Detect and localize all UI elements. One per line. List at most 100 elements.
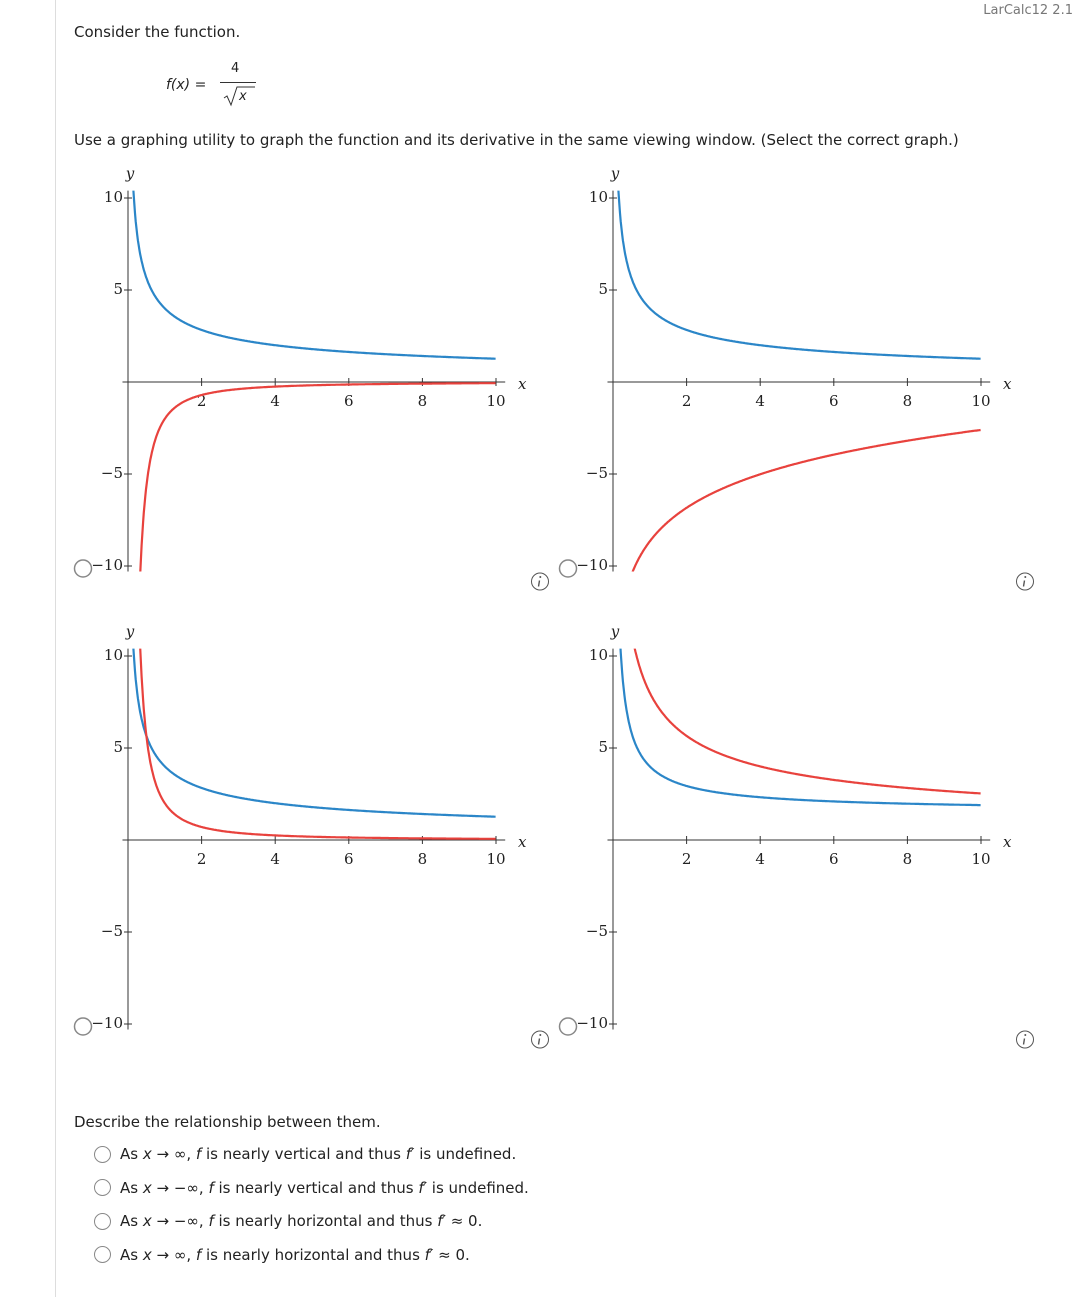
info-dot xyxy=(1024,1034,1027,1037)
info-icon[interactable] xyxy=(1016,572,1034,591)
x-axis-label: x xyxy=(518,375,527,393)
curve xyxy=(132,648,496,818)
curve xyxy=(619,648,981,807)
x-tick-label: 10 xyxy=(486,392,505,410)
option-text: is nearly horizontal and thus xyxy=(201,1245,425,1264)
x-axis-label: x xyxy=(1003,375,1012,393)
function-numerator: 4 xyxy=(231,61,240,76)
instruction: Use a graphing utility to graph the func… xyxy=(74,131,959,149)
option-text: As xyxy=(120,1245,143,1264)
option-radio[interactable] xyxy=(94,1212,111,1230)
info-stem xyxy=(1022,1038,1026,1045)
question: Describe the relationship between them. xyxy=(74,1113,381,1131)
info-icon[interactable] xyxy=(531,572,549,591)
option-text: x xyxy=(142,1212,152,1230)
y-tick-label: 10 xyxy=(589,188,608,206)
graph-radio[interactable] xyxy=(558,1017,578,1036)
graph-radio[interactable] xyxy=(558,559,578,578)
option-text: As xyxy=(120,1145,143,1163)
y-tick-label: 5 xyxy=(113,280,123,298)
y-tick-label: −5 xyxy=(586,464,608,482)
option-text: is nearly horizontal and thus xyxy=(213,1212,438,1230)
y-tick-label: −10 xyxy=(576,556,608,574)
radical-sign xyxy=(223,86,255,107)
option-radio[interactable] xyxy=(94,1246,111,1263)
option-text: As xyxy=(120,1212,143,1230)
y-tick-label: −10 xyxy=(576,1014,608,1032)
y-axis-label: y xyxy=(610,623,620,641)
y-tick-label: −10 xyxy=(91,556,123,574)
function-radicand: x xyxy=(239,89,247,104)
y-tick-label: 5 xyxy=(113,738,123,756)
x-tick-label: 2 xyxy=(197,850,207,868)
graph: x y 2 4 6 8 10 −10 −5 5 10 xyxy=(558,623,1034,1049)
x-tick-label: 4 xyxy=(270,850,280,868)
option-text: As xyxy=(120,1178,143,1197)
course-tag: LarCalc12 2.1 xyxy=(983,3,1073,18)
x-tick-label: 2 xyxy=(682,392,692,410)
graph-radio[interactable] xyxy=(73,1017,93,1036)
x-tick-label: 4 xyxy=(270,392,280,410)
option-text: f xyxy=(208,1212,214,1230)
option-text: f′ xyxy=(437,1212,446,1230)
info-stem xyxy=(537,580,541,587)
curve xyxy=(139,382,496,572)
option-text: f xyxy=(195,1245,202,1264)
curve xyxy=(139,648,496,840)
y-tick-label: −5 xyxy=(101,922,123,940)
graph: x y 2 4 6 8 10 −10 −5 5 10 xyxy=(73,623,549,1049)
graph-radio[interactable] xyxy=(73,559,93,578)
y-tick-label: 5 xyxy=(598,280,608,298)
info-icon[interactable] xyxy=(1016,1030,1034,1049)
x-tick-label: 8 xyxy=(903,850,913,868)
x-tick-label: 2 xyxy=(682,850,692,868)
x-tick-label: 8 xyxy=(418,392,428,410)
option[interactable]: As x → −∞, f is nearly horizontal and th… xyxy=(94,1210,482,1232)
option-radio[interactable] xyxy=(94,1145,111,1163)
x-tick-label: 6 xyxy=(829,850,839,868)
fraction-bar xyxy=(220,82,256,83)
x-tick-label: 10 xyxy=(971,392,990,410)
option-text: ≈ 0. xyxy=(445,1212,483,1230)
option-text: f xyxy=(208,1178,214,1197)
graph: x y 2 4 6 8 10 −10 −5 5 10 xyxy=(73,165,549,591)
option-text: f′ xyxy=(418,1178,428,1197)
y-axis-label: y xyxy=(125,165,135,183)
info-stem xyxy=(1022,580,1026,587)
option-text: → ∞, xyxy=(151,1145,196,1163)
option[interactable]: As x → ∞, f is nearly horizontal and thu… xyxy=(94,1244,470,1266)
option-text: → −∞, xyxy=(151,1212,209,1230)
y-tick-label: 5 xyxy=(598,738,608,756)
option-radio[interactable] xyxy=(94,1179,111,1196)
x-tick-label: 4 xyxy=(755,392,765,410)
y-tick-label: 10 xyxy=(104,646,123,664)
option-text: is nearly vertical and thus xyxy=(213,1178,419,1197)
function-lhs: f(x) = xyxy=(166,77,207,93)
x-tick-label: 8 xyxy=(418,850,428,868)
x-tick-label: 6 xyxy=(344,850,354,868)
option-text: is nearly vertical and thus xyxy=(201,1145,406,1163)
x-tick-label: 6 xyxy=(344,392,354,410)
option[interactable]: As x → ∞, f is nearly vertical and thus … xyxy=(94,1143,516,1165)
option[interactable]: As x → −∞, f is nearly vertical and thus… xyxy=(94,1177,529,1199)
option-text: f xyxy=(195,1145,202,1163)
option-text: ≈ 0. xyxy=(433,1245,470,1264)
curve xyxy=(617,190,981,360)
prompt: Consider the function. xyxy=(74,23,241,41)
option-text: x xyxy=(142,1245,152,1264)
option-text: → −∞, xyxy=(151,1178,209,1197)
y-tick-label: −5 xyxy=(586,922,608,940)
option-text: is undefined. xyxy=(414,1145,517,1163)
info-icon[interactable] xyxy=(531,1030,549,1049)
x-tick-label: 4 xyxy=(755,850,765,868)
option-text: f′ xyxy=(405,1145,415,1163)
info-dot xyxy=(539,1034,542,1037)
x-tick-label: 2 xyxy=(197,392,207,410)
option-text: x xyxy=(142,1178,152,1197)
left-rule xyxy=(55,0,56,1297)
x-axis-label: x xyxy=(1003,833,1012,851)
y-tick-label: −10 xyxy=(91,1014,123,1032)
y-axis-label: y xyxy=(125,623,135,641)
x-tick-label: 6 xyxy=(829,392,839,410)
